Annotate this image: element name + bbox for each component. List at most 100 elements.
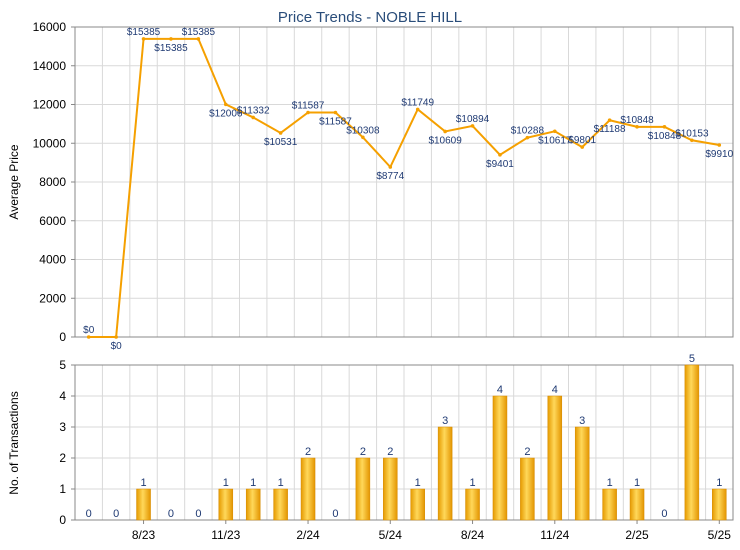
top-y-tick-label: 0 [59,330,66,344]
transaction-bar [300,457,316,521]
transaction-bar [465,488,480,521]
transaction-bar-label: 1 [716,477,722,489]
price-point [717,143,722,147]
price-point [388,165,393,169]
transaction-bar-label: 4 [497,384,503,396]
price-point [196,37,201,41]
transaction-bar-label: 0 [86,508,92,520]
price-point [333,110,338,115]
x-tick-label: 8/23 [132,528,156,542]
price-line-start [88,38,145,338]
price-point [169,37,173,41]
price-point [361,135,365,140]
transaction-bar-label: 1 [634,477,640,489]
price-point [662,125,667,129]
top-y-tick-label: 10000 [33,136,67,150]
price-point [552,129,557,134]
price-point [415,107,420,112]
price-data-label: $9910 [705,149,733,160]
transaction-bar-label: 3 [579,415,585,427]
price-data-label: $10617 [538,135,572,146]
transaction-bar-label: 1 [469,477,475,489]
price-point [278,131,283,135]
transaction-bar [383,457,398,521]
price-point [306,110,310,115]
price-data-label: $9801 [568,135,596,146]
transaction-bar [684,364,700,521]
price-data-label: $11749 [401,97,434,108]
bottom-y-tick-label: 4 [59,389,66,403]
transaction-bar-label: 0 [661,508,667,520]
transaction-bar [602,488,617,521]
transaction-bar-label: 5 [689,353,695,365]
x-tick-label: 11/23 [211,528,240,542]
transaction-bar [355,457,371,521]
bottom-y-tick-label: 2 [59,451,66,465]
transaction-bar-label: 1 [415,477,421,489]
price-data-label: $10609 [428,135,462,146]
transaction-bar-label: 2 [360,446,366,458]
price-data-label: $8774 [376,171,404,182]
bottom-y-tick-label: 5 [59,358,66,372]
price-point [635,125,639,129]
price-point [114,335,118,339]
price-data-label: $15385 [127,27,161,38]
x-tick-label: 5/25 [708,528,732,542]
price-data-label: $10153 [675,128,709,139]
price-data-label: $11587 [292,101,325,112]
bottom-y-tick-label: 3 [59,420,66,434]
chart-title: Price Trends - NOBLE HILL [278,9,462,26]
price-data-label: $11587 [319,117,352,128]
transaction-bar-label: 2 [305,446,311,458]
price-data-label: $10288 [511,126,545,137]
transaction-bar-label: 1 [140,477,146,489]
top-y-tick-label: 12000 [33,98,67,112]
transaction-bar [520,457,535,521]
price-data-label: $15385 [182,27,216,38]
top-y-tick-label: 14000 [33,59,67,73]
price-point [223,102,228,107]
transaction-bar [629,488,645,521]
price-point [607,118,612,123]
transaction-bar [712,488,727,521]
price-point [470,124,475,128]
transaction-bar [492,395,508,521]
top-y-tick-label: 6000 [39,214,66,228]
price-data-label: $10308 [346,125,380,136]
transaction-bar [273,488,288,521]
price-data-label: $11332 [237,105,270,116]
x-tick-label: 8/24 [461,528,485,542]
top-y-tick-label: 4000 [39,253,66,267]
x-tick-label: 5/24 [379,528,403,542]
transaction-bar-label: 2 [524,446,530,458]
transaction-bar-label: 1 [250,477,256,489]
price-data-label: $11188 [594,124,626,135]
price-data-label: $9401 [486,159,514,170]
top-y-tick-label: 2000 [39,291,66,305]
transaction-bar [437,426,453,521]
transaction-bar-label: 1 [278,477,284,489]
transaction-bar [218,488,234,521]
bottom-plot-frame [74,364,734,521]
price-data-label: $10848 [648,131,682,142]
price-point [580,145,585,149]
x-tick-label: 11/24 [540,528,569,542]
bottom-y-tick-label: 1 [59,482,66,496]
price-data-label: $10531 [264,137,298,148]
price-point [690,138,694,143]
price-data-label: $10894 [456,114,490,125]
price-line [143,37,720,169]
bottom-y-axis-label: No. of Transactions [7,391,21,494]
transaction-bar-label: 0 [168,508,174,520]
transaction-bar-label: 4 [552,384,558,396]
x-tick-label: 2/24 [296,528,320,542]
price-data-label: $15385 [154,43,188,54]
transaction-bar-label: 0 [195,508,201,520]
price-point [498,153,502,157]
x-tick-label: 2/25 [625,528,649,542]
transaction-bar-label: 1 [223,477,229,489]
price-point [86,335,91,339]
transaction-bar-label: 2 [387,446,393,458]
bottom-y-tick-label: 0 [59,513,66,527]
